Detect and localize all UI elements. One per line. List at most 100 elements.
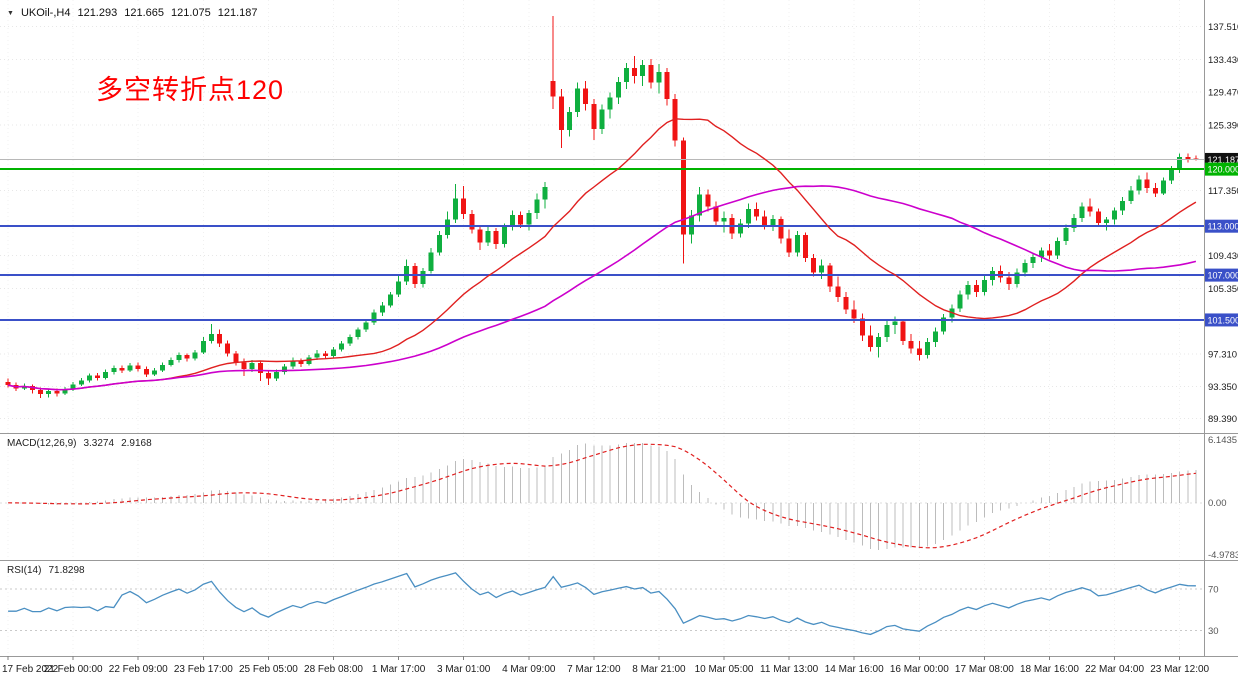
candle-body bbox=[623, 68, 629, 82]
candle-body bbox=[542, 187, 548, 200]
candle-body bbox=[86, 375, 92, 381]
svg-text:120.000: 120.000 bbox=[1208, 165, 1238, 175]
candle-body bbox=[306, 357, 312, 364]
svg-text:121.187: 121.187 bbox=[1208, 155, 1238, 165]
candle-body bbox=[981, 279, 987, 293]
candle-body bbox=[176, 354, 182, 360]
macd-axis-label: -4.9783 bbox=[1208, 550, 1238, 561]
candle-body bbox=[1046, 250, 1052, 256]
candle-body bbox=[127, 365, 133, 371]
macd-axis-label: 6.1435 bbox=[1208, 435, 1237, 446]
price-axis[interactable]: 137.510 133.430 129.470 125.390 117.350 109.4… bbox=[1204, 0, 1238, 656]
level-price-tag: 101.500 bbox=[1205, 313, 1238, 327]
ohlc-open: 121.293 bbox=[77, 7, 118, 19]
candle-body bbox=[314, 353, 320, 358]
candle-body bbox=[640, 64, 646, 77]
time-axis-label: 16 Mar 00:00 bbox=[890, 664, 949, 675]
time-axis-label: 4 Mar 09:00 bbox=[502, 664, 556, 675]
macd-axis-label: 0.00 bbox=[1208, 498, 1227, 509]
candle-body bbox=[501, 227, 507, 245]
price-axis-label: 93.350 bbox=[1208, 382, 1237, 393]
candle-body bbox=[534, 199, 540, 214]
candle-body bbox=[1022, 262, 1028, 273]
candle-body bbox=[192, 352, 198, 359]
candle-body bbox=[355, 329, 361, 338]
candle-body bbox=[347, 337, 353, 344]
candle-body bbox=[208, 333, 214, 342]
candle-body bbox=[1144, 179, 1150, 188]
candle-body bbox=[274, 372, 280, 379]
candle-body bbox=[770, 218, 776, 227]
candle-body bbox=[453, 198, 459, 220]
time-axis-label: 7 Mar 12:00 bbox=[567, 664, 621, 675]
price-levels[interactable] bbox=[0, 158, 1204, 321]
time-axis-label: 17 Feb 2022 bbox=[2, 664, 59, 675]
candle-body bbox=[778, 218, 784, 239]
candle-body bbox=[510, 214, 516, 228]
ma-slow-line bbox=[7, 185, 1197, 391]
candle-body bbox=[257, 363, 263, 373]
candle-body bbox=[941, 317, 947, 332]
candle-body bbox=[152, 370, 158, 375]
candle-body bbox=[1169, 169, 1175, 181]
candle-body bbox=[387, 294, 393, 306]
candle-body bbox=[217, 333, 223, 344]
rsi-axis-label: 70 bbox=[1208, 584, 1219, 595]
candle-body bbox=[54, 390, 60, 394]
candle-body bbox=[721, 218, 727, 222]
candle-body bbox=[762, 216, 768, 227]
macd-name: MACD(12,26,9) bbox=[7, 438, 77, 449]
time-axis-label: 23 Mar 12:00 bbox=[1150, 664, 1209, 675]
candle-body bbox=[1087, 206, 1093, 212]
rsi-indicator-label: RSI(14) 71.8298 bbox=[7, 565, 85, 576]
candle-body bbox=[1071, 218, 1077, 228]
candle-body bbox=[835, 286, 841, 298]
candle-body bbox=[290, 360, 296, 367]
candle-body bbox=[615, 81, 621, 98]
price-axis-label: 137.510 bbox=[1208, 22, 1238, 33]
time-axis-label: 1 Mar 17:00 bbox=[372, 664, 426, 675]
time-axis-label: 23 Feb 17:00 bbox=[174, 664, 233, 675]
candle-body bbox=[379, 305, 385, 313]
candle-body bbox=[241, 362, 247, 369]
candle-body bbox=[1120, 200, 1126, 211]
candle-body bbox=[1030, 257, 1036, 263]
candle-body bbox=[1095, 211, 1101, 223]
candle-body bbox=[664, 72, 670, 100]
time-axis-label: 10 Mar 05:00 bbox=[695, 664, 754, 675]
candle-body bbox=[599, 109, 605, 130]
rsi-axis-label: 30 bbox=[1208, 626, 1219, 637]
candle-body bbox=[469, 213, 475, 230]
level-price-tag: 107.000 bbox=[1205, 268, 1238, 282]
candle-body bbox=[461, 198, 467, 214]
candle-body bbox=[249, 363, 255, 369]
price-axis-label: 105.350 bbox=[1208, 284, 1238, 295]
candle-body bbox=[900, 321, 906, 342]
candle-body bbox=[265, 372, 271, 379]
candle-body bbox=[444, 219, 450, 236]
candle-body bbox=[1177, 156, 1183, 170]
candle-body bbox=[745, 209, 751, 224]
ohlc-low: 121.075 bbox=[170, 7, 211, 19]
candle-body bbox=[1063, 227, 1069, 241]
time-axis-label: 28 Feb 08:00 bbox=[304, 664, 363, 675]
candle-body bbox=[705, 194, 711, 207]
candle-body bbox=[583, 88, 589, 104]
candle-body bbox=[363, 322, 369, 330]
price-axis-label: 117.350 bbox=[1208, 186, 1238, 197]
macd-signal-line bbox=[8, 443, 1196, 549]
macd-histogram bbox=[15, 442, 1197, 550]
candle-body bbox=[843, 297, 849, 310]
candle-body bbox=[973, 284, 979, 293]
time-axis-label: 8 Mar 21:00 bbox=[632, 664, 686, 675]
candle-body bbox=[396, 281, 402, 295]
candle-body bbox=[867, 335, 873, 347]
candle-body bbox=[38, 390, 44, 395]
candle-body bbox=[485, 231, 491, 243]
candle-body bbox=[916, 348, 922, 355]
chart-annotation[interactable]: 多空转折点120 bbox=[96, 75, 285, 105]
rsi-value: 71.8298 bbox=[48, 565, 85, 576]
